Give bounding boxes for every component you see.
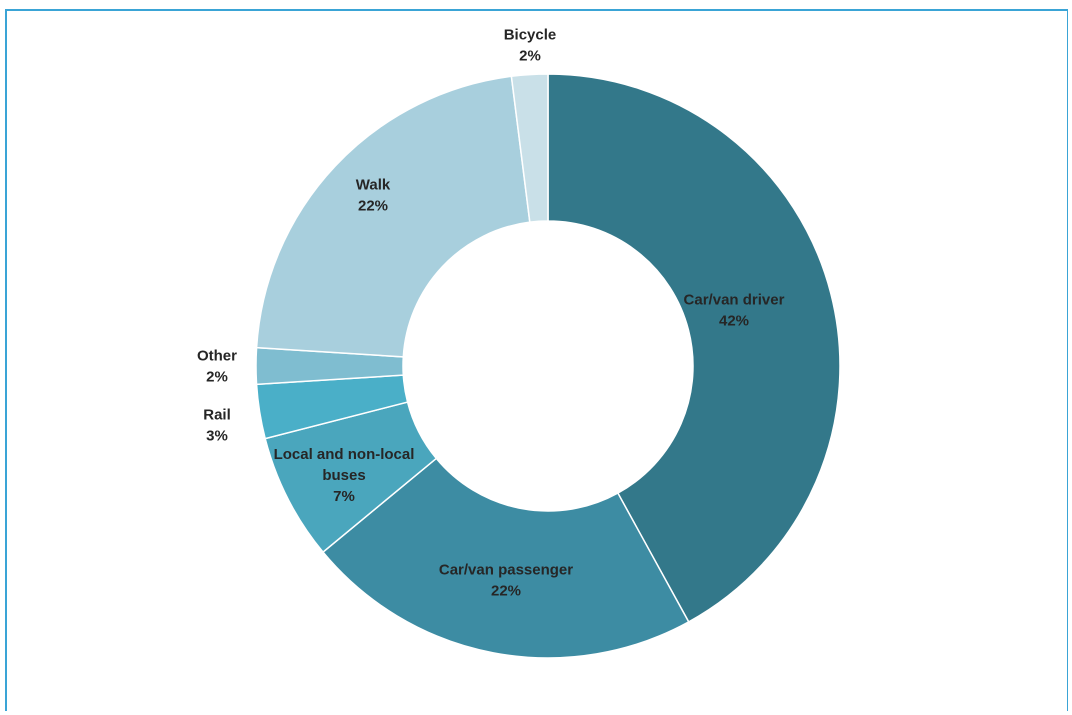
category-label: Car/van passenger <box>439 562 573 579</box>
category-label: Other <box>197 348 237 365</box>
value-label: 2% <box>206 369 228 386</box>
category-label: Car/van driver <box>684 292 785 309</box>
value-label: 22% <box>358 198 388 215</box>
category-label: Bicycle <box>504 27 557 44</box>
label-local-and-non-local-buses: Local and non-local buses 7% <box>274 446 415 505</box>
label-car-van-passenger: Car/van passenger 22% <box>439 562 573 600</box>
category-label: Local and non-local <box>274 446 415 463</box>
chart-frame <box>5 9 1068 711</box>
label-walk: Walk 22% <box>356 177 391 215</box>
slice-car-van-driver <box>547 73 841 623</box>
value-label: 7% <box>333 488 355 505</box>
slice-bicycle <box>510 73 549 223</box>
category-label: Walk <box>356 177 391 194</box>
label-bicycle: Bicycle 2% <box>504 27 557 65</box>
slice-car-van-passenger <box>321 457 690 659</box>
value-label: 2% <box>519 48 541 65</box>
label-car-van-driver: Car/van driver 42% <box>684 292 785 330</box>
category-label: buses <box>322 467 365 484</box>
slice-labels: Car/van driver 42% Car/van passenger 22% Loc… <box>197 27 785 600</box>
slice-walk <box>255 75 531 358</box>
label-rail: Rail 3% <box>203 407 231 445</box>
donut-slices <box>255 73 841 659</box>
value-label: 22% <box>491 583 521 600</box>
value-label: 3% <box>206 428 228 445</box>
category-label: Rail <box>203 407 231 424</box>
label-other: Other 2% <box>197 348 237 386</box>
value-label: 42% <box>719 313 749 330</box>
